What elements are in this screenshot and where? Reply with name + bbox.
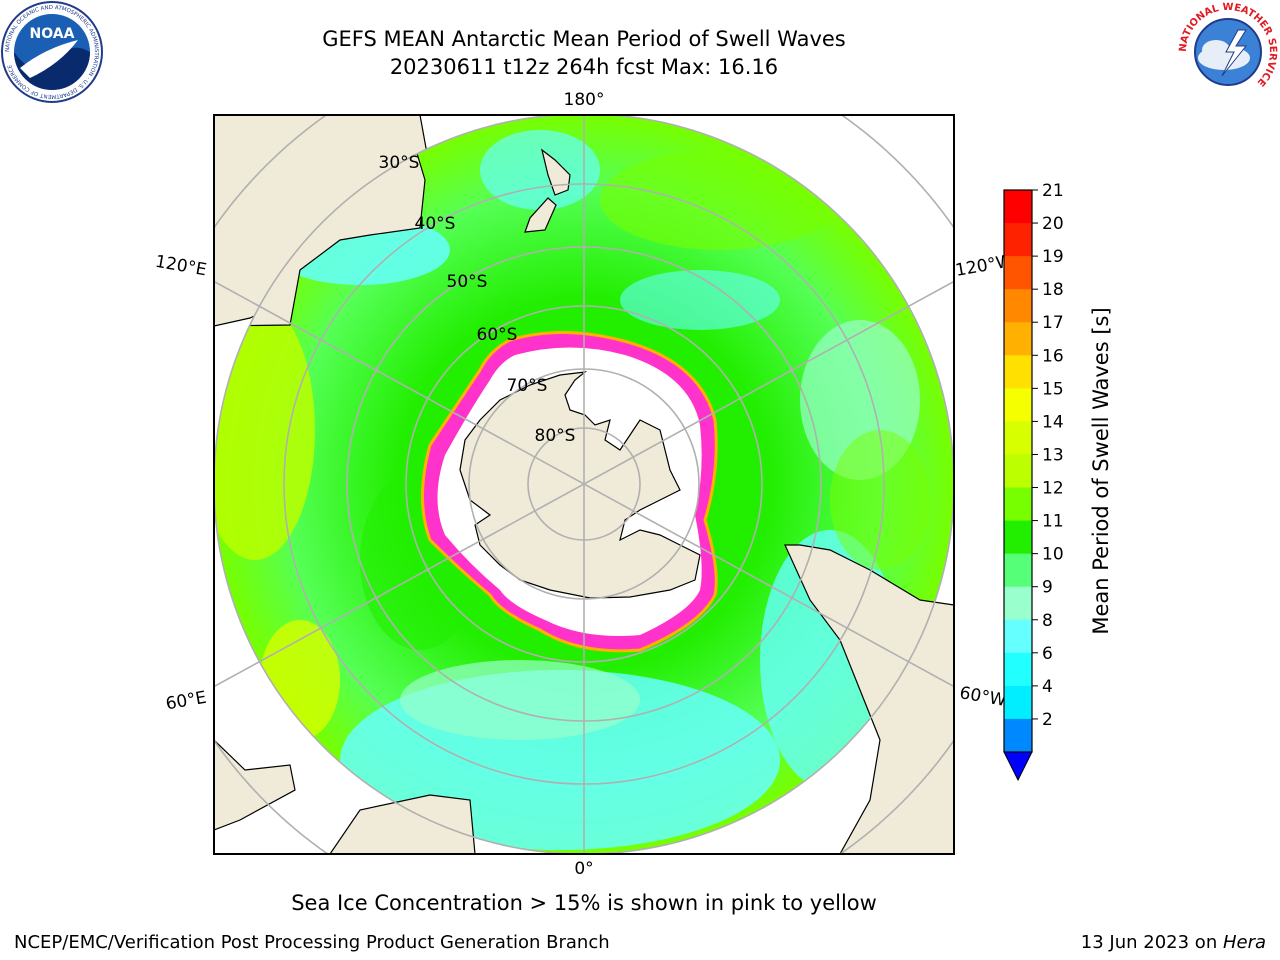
- colorbar-band: [1004, 256, 1032, 290]
- colorbar-band: [1004, 421, 1032, 455]
- colorbar-band: [1004, 487, 1032, 522]
- colorbar-band: [1004, 718, 1032, 753]
- colorbar-tick-label: 19: [1042, 247, 1064, 267]
- noaa-logo-text: NOAA: [30, 26, 75, 42]
- antarctica: [459, 371, 701, 599]
- colorbar-band: [1004, 190, 1032, 224]
- footer-date: 13 Jun 2023 on Hera: [1081, 932, 1266, 953]
- colorbar-band: [1004, 619, 1032, 654]
- noaa-logo: NOAA NATIONAL OCEANIC AND ATMOSPHERIC AD…: [1, 1, 103, 103]
- footer-date-text: 13 Jun 2023 on: [1080, 932, 1223, 953]
- lon-label-120e: 120°E: [154, 252, 208, 281]
- lat-label-40s: 40°S: [415, 214, 456, 234]
- colorbar-band: [1004, 553, 1032, 588]
- sea-ice-note: Sea Ice Concentration > 15% is shown in …: [291, 891, 877, 915]
- colorbar-band: [1004, 355, 1032, 389]
- colorbar-band: [1004, 322, 1032, 356]
- colorbar-band: [1004, 388, 1032, 422]
- colorbar-band: [1004, 223, 1032, 257]
- map-subtitle: 20230611 t12z 264h fcst Max: 16.16: [389, 55, 779, 79]
- colorbar-extend-triangle: [1003, 751, 1033, 782]
- footer-org: NCEP/EMC/Verification Post Processing Pr…: [14, 932, 610, 953]
- lat-label-30s: 30°S: [379, 153, 420, 173]
- lon-label-0: 0°: [574, 859, 593, 879]
- nws-logo: NATIONAL WEATHER SERVICE: [1178, 2, 1278, 102]
- colorbar-bands: [1004, 190, 1032, 753]
- colorbar-band: [1004, 652, 1032, 687]
- lat-label-60s: 60°S: [477, 325, 518, 345]
- colorbar-tick-label: 15: [1042, 379, 1064, 399]
- lat-label-50s: 50°S: [447, 272, 488, 292]
- map-frame: [213, 114, 955, 855]
- footer-system: Hera: [1222, 932, 1266, 953]
- colorbar-tick-label: 4: [1042, 677, 1053, 697]
- colorbar-outline: [1003, 189, 1033, 753]
- lon-label-180: 180°: [564, 90, 605, 110]
- colorbar-label: Mean Period of Swell Waves [s]: [1089, 307, 1113, 634]
- colorbar-tick-label: 21: [1042, 181, 1064, 201]
- colorbar-tick-label: 20: [1042, 214, 1064, 234]
- colorbar-band: [1004, 520, 1032, 555]
- colorbar-tick-label: 2: [1042, 710, 1053, 730]
- lat-label-70s: 70°S: [507, 376, 548, 396]
- colorbar-tick-label: 11: [1042, 512, 1064, 532]
- map-title: GEFS MEAN Antarctic Mean Period of Swell…: [322, 27, 846, 51]
- colorbar-tick-label: 9: [1042, 578, 1053, 598]
- colorbar-tick-label: 8: [1042, 611, 1053, 631]
- lat-label-80s: 80°S: [535, 426, 576, 446]
- colorbar-tick-label: 12: [1042, 479, 1064, 499]
- colorbar-tick-label: 17: [1042, 313, 1064, 333]
- colorbar-tick-label: 16: [1042, 346, 1064, 366]
- colorbar-ticks: 21 20 19 18 17 16 15 14 13 12 11 10 9 8 6 4 2: [1032, 181, 1064, 730]
- colorbar-tick-label: 10: [1042, 545, 1064, 565]
- colorbar-tick-label: 13: [1042, 445, 1064, 465]
- colorbar-band: [1004, 586, 1032, 621]
- colorbar-band: [1004, 289, 1032, 323]
- colorbar-band: [1004, 685, 1032, 720]
- colorbar: 21 20 19 18 17 16 15 14 13 12 11 10 9 8 6 4 2 Mean Perio…: [1003, 181, 1113, 782]
- colorbar-tick-label: 6: [1042, 644, 1053, 664]
- colorbar-band: [1004, 454, 1032, 489]
- colorbar-tick-label: 14: [1042, 412, 1064, 432]
- colorbar-tick-label: 18: [1042, 280, 1064, 300]
- lon-label-60e: 60°E: [164, 688, 208, 715]
